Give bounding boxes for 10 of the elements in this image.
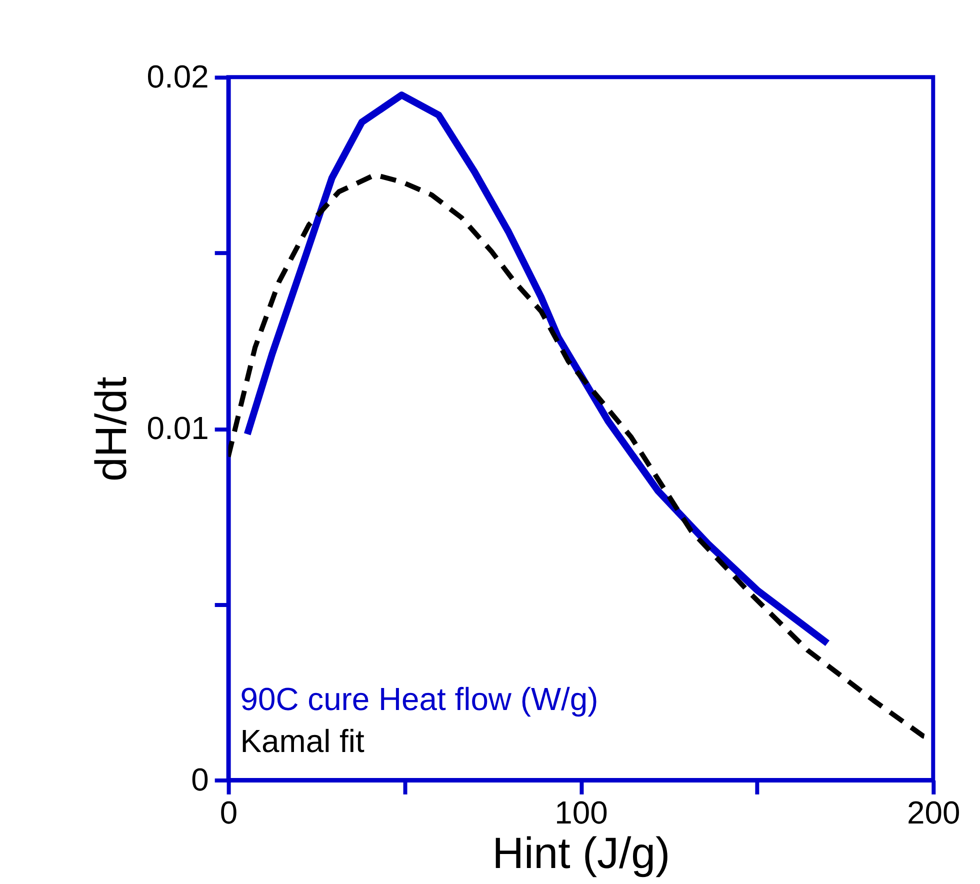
- text: 90C cure Heat flow (W/g): [240, 681, 598, 718]
- text: Kamal fit: [240, 723, 364, 760]
- y-tick-label: 0: [191, 761, 209, 798]
- x-tick-label: 0: [220, 794, 238, 830]
- x-tick-label: 200: [907, 794, 960, 830]
- x-tick-label: 100: [554, 794, 608, 830]
- y-axis-title: dH/dt: [86, 376, 136, 482]
- x-axis-title: Hint (J/g): [492, 829, 670, 878]
- y-tick-label: 0.02: [146, 58, 209, 95]
- y-tick-label: 0.01: [146, 410, 209, 446]
